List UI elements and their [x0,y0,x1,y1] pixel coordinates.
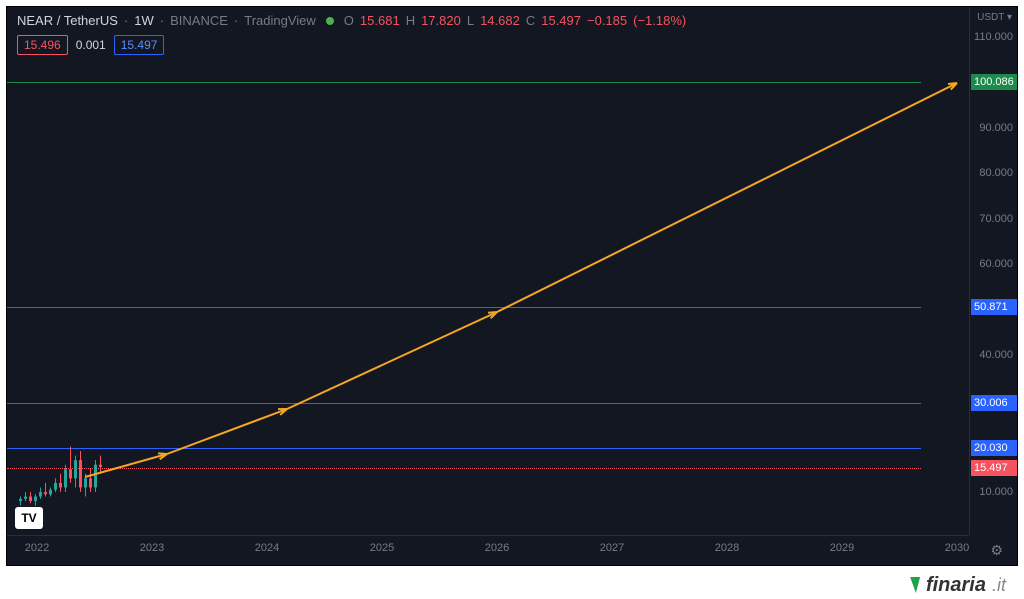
y-tick-label: 90.000 [979,122,1013,134]
interval[interactable]: 1W [134,13,154,28]
brand-name: finaria [926,574,986,597]
tradingview-logo[interactable]: TV [15,507,43,529]
y-tick-label: 80.000 [979,167,1013,179]
ohlc-c: 15.497 [541,13,581,28]
ask-pill[interactable]: 15.497 [114,35,165,55]
x-tick-label: 2023 [140,542,164,554]
price-tag[interactable]: 15.497 [971,460,1017,476]
ohlc-c-label: C [526,13,535,28]
price-tag[interactable]: 30.006 [971,395,1017,411]
time-axis[interactable]: 2022 2023 2024 2025 2026 2027 2028 2029 2030 [7,535,969,565]
y-tick-label: 40.000 [979,349,1013,361]
finaria-brand[interactable]: finaria .it [908,574,1006,597]
y-tick-label: 60.000 [979,258,1013,270]
y-tick-label: 10.000 [979,486,1013,498]
price-tag[interactable]: 50.871 [971,299,1017,315]
chevron-down-icon: ▾ [1007,12,1012,23]
price-tag[interactable]: 20.030 [971,440,1017,456]
finaria-logo-icon [906,577,920,593]
chart-header: NEAR / TetherUS · 1W · BINANCE · Trading… [17,13,686,28]
x-tick-label: 2025 [370,542,394,554]
price-tag[interactable]: 100.086 [971,74,1017,90]
x-tick-label: 2022 [25,542,49,554]
footer-bar: finaria .it [6,571,1018,599]
change: −0.185 [587,13,627,28]
y-tick-label: 110.000 [974,31,1013,43]
market-status-icon [326,17,334,25]
y-tick-label: 70.000 [979,213,1013,225]
price-axis[interactable]: USDT ▾ 110.000 90.000 80.000 70.000 60.000 40… [969,7,1017,535]
x-tick-label: 2028 [715,542,739,554]
ohlc-h-label: H [406,13,415,28]
chart-plot-area[interactable] [7,7,969,535]
trend-arrow[interactable] [7,7,971,537]
x-tick-label: 2030 [945,542,969,554]
x-tick-label: 2027 [600,542,624,554]
ohlc-o-label: O [344,13,354,28]
settings-icon[interactable]: ⚙ [990,542,1003,559]
ohlc-l-label: L [467,13,474,28]
ohlc-h: 17.820 [421,13,461,28]
brand-tld: .it [992,575,1006,596]
x-tick-label: 2026 [485,542,509,554]
bid-ask-row: 15.496 0.001 15.497 [17,35,164,55]
currency-unit-button[interactable]: USDT ▾ [974,11,1015,24]
symbol-name[interactable]: NEAR / TetherUS [17,13,118,28]
source: TradingView [244,13,316,28]
change-pct: (−1.18%) [633,13,686,28]
x-tick-label: 2024 [255,542,279,554]
exchange: BINANCE [170,13,228,28]
spread: 0.001 [76,38,106,52]
ohlc-o: 15.681 [360,13,400,28]
chart-container: NEAR / TetherUS · 1W · BINANCE · Trading… [6,6,1018,566]
ohlc-l: 14.682 [480,13,520,28]
bid-pill[interactable]: 15.496 [17,35,68,55]
x-tick-label: 2029 [830,542,854,554]
